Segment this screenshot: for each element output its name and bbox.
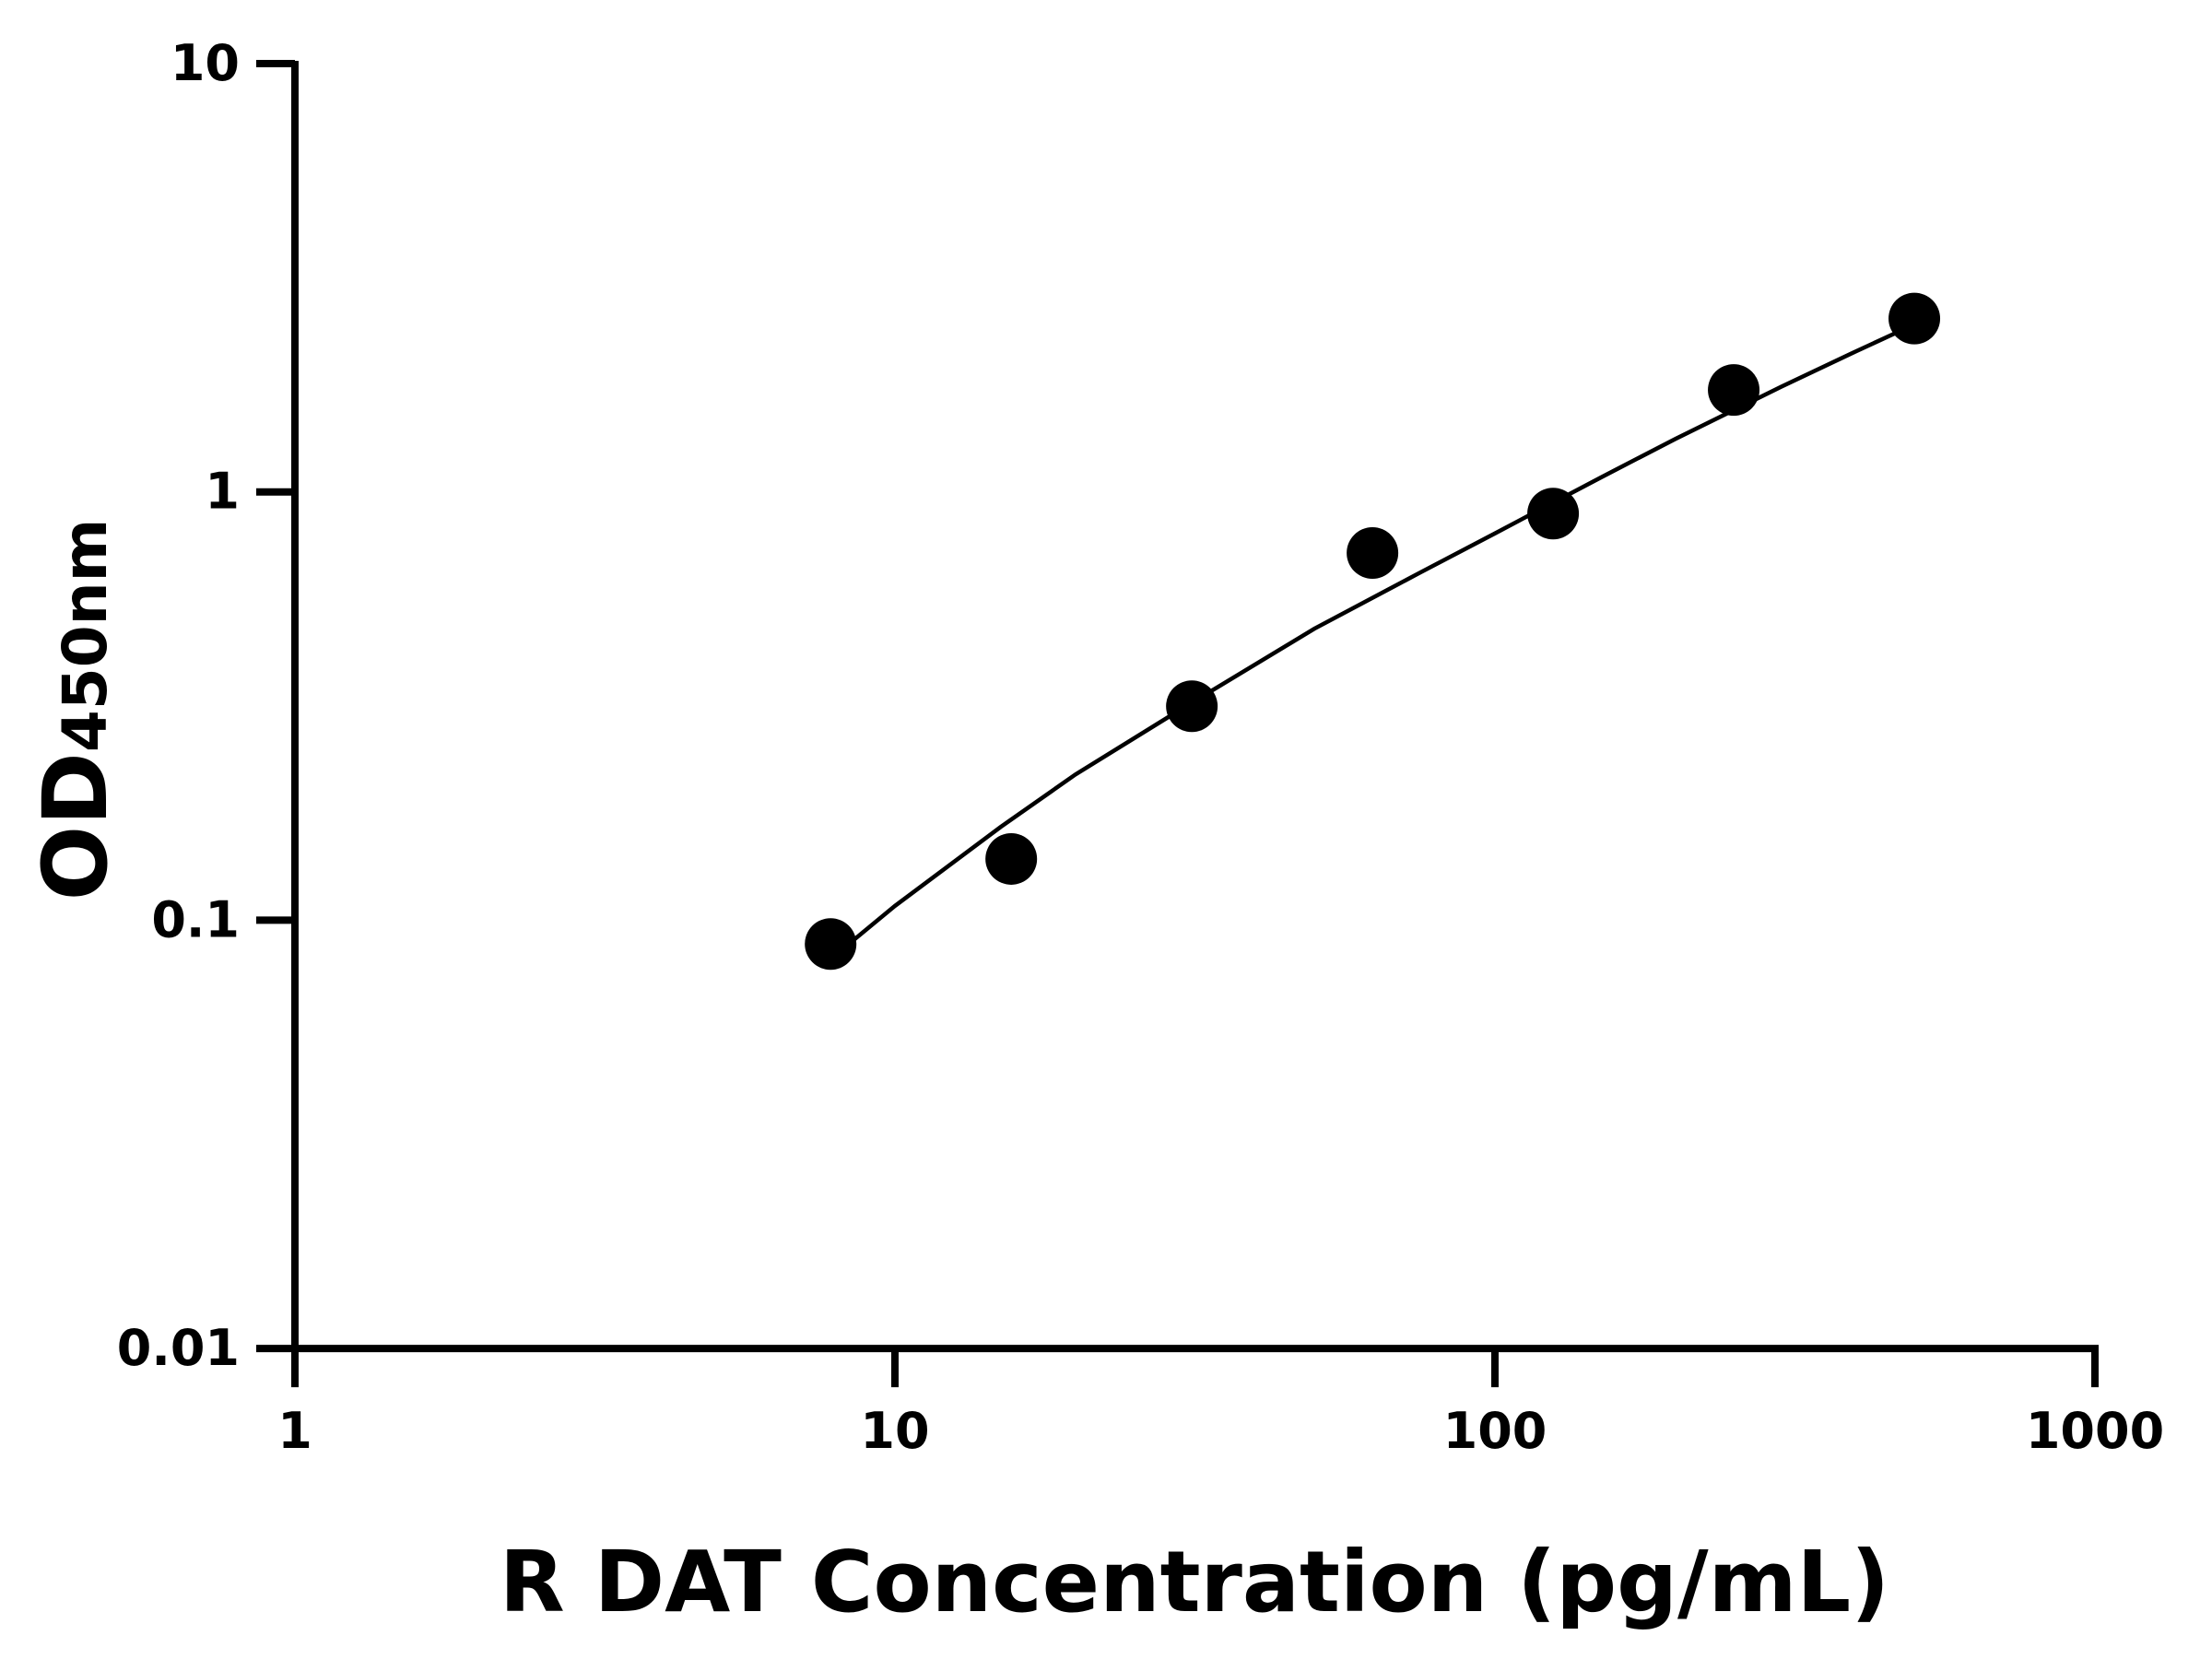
- data-point: [985, 832, 1038, 885]
- x-axis-title: R DAT Concentration (pg/mL): [500, 1533, 1889, 1631]
- y-tick-label: 0.1: [151, 890, 240, 948]
- data-point: [1527, 488, 1580, 540]
- x-tick-label: 100: [1443, 1402, 1547, 1460]
- x-tick-label: 10: [860, 1402, 929, 1460]
- data-point: [805, 918, 857, 971]
- axes: 0.01 0.1 1 10 1 10 100 1000: [117, 34, 2164, 1460]
- data-point: [1166, 680, 1218, 733]
- x-tick-label: 1: [277, 1402, 312, 1460]
- y-tick-label: 10: [171, 34, 240, 92]
- x-tick-label: 1000: [2026, 1402, 2164, 1460]
- y-axis-title: OD450nm: [24, 519, 127, 901]
- y-tick-label: 0.01: [117, 1319, 240, 1377]
- data-points: [805, 292, 1941, 971]
- y-tick-label: 1: [205, 463, 240, 521]
- y-axis-title-sub: 450nm: [50, 519, 121, 753]
- fit-curve: [829, 322, 1915, 961]
- y-axis-title-main: OD: [24, 752, 127, 900]
- data-point: [1888, 292, 1941, 345]
- data-point: [1708, 364, 1760, 417]
- data-point: [1347, 526, 1399, 579]
